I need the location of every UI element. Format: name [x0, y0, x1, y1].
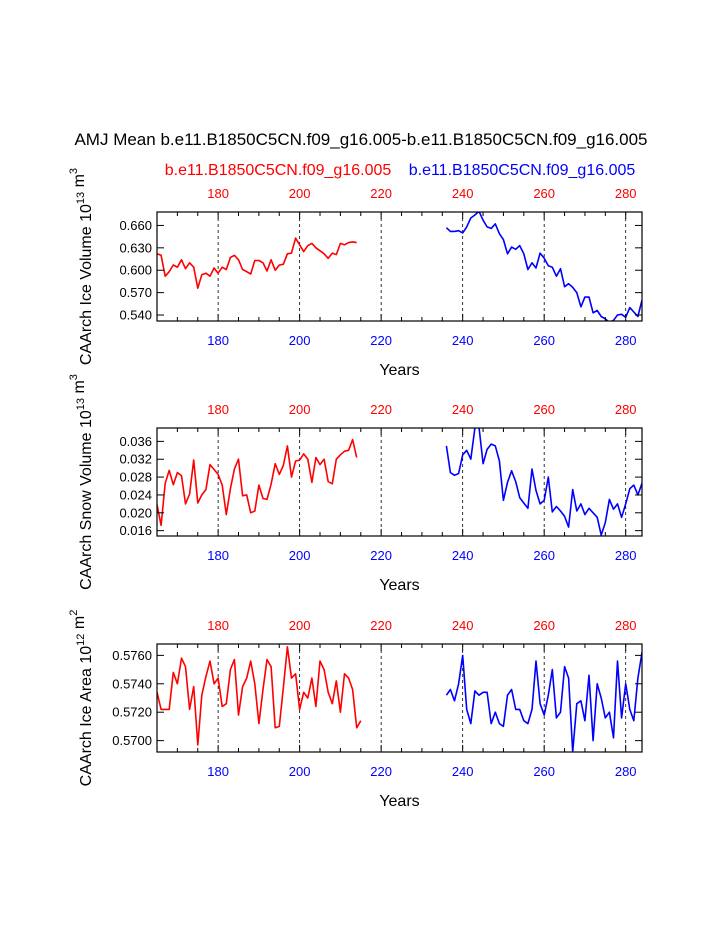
bottom-tick-label: 260	[533, 333, 555, 348]
bottom-tick-label: 200	[289, 548, 311, 563]
series-2-line	[445, 651, 642, 752]
bottom-tick-label: 220	[370, 548, 392, 563]
top-tick-label: 180	[207, 186, 229, 201]
top-tick-label: 280	[615, 618, 637, 633]
y-tick-label: 0.020	[119, 505, 152, 520]
top-tick-label: 240	[452, 618, 474, 633]
bottom-tick-label: 280	[615, 764, 637, 779]
y-tick-label: 0.5740	[112, 676, 152, 691]
plot-frame	[156, 427, 643, 537]
bottom-tick-label: 240	[452, 548, 474, 563]
top-tick-label: 200	[289, 186, 311, 201]
y-tick-label: 0.024	[119, 487, 152, 502]
top-tick-label: 260	[533, 186, 555, 201]
bottom-tick-label: 240	[452, 764, 474, 779]
bottom-tick-label: 260	[533, 548, 555, 563]
plot-frame	[156, 211, 643, 322]
y-tick-label: 0.630	[119, 240, 152, 255]
y-axis-label: CAArch Snow Volume 1013 m3	[68, 374, 95, 590]
top-tick-label: 220	[370, 402, 392, 417]
series-2-line	[445, 212, 642, 321]
panel-2: 180 200 220 240 260 280 180 200 220 240 260 280 0.01…	[68, 374, 643, 594]
plot-frame	[156, 643, 643, 753]
top-tick-label: 240	[452, 186, 474, 201]
top-tick-label: 200	[289, 402, 311, 417]
y-tick-label: 0.540	[119, 308, 152, 323]
bottom-tick-label: 220	[370, 333, 392, 348]
y-axis-label: CAArch Ice Volume 1013 m3	[68, 168, 95, 365]
top-tick-label: 280	[615, 186, 637, 201]
top-tick-label: 180	[207, 618, 229, 633]
series-1-line	[157, 237, 357, 290]
y-axis-label: CAArch Ice Area 1012 m2	[68, 610, 95, 787]
top-tick-label: 260	[533, 618, 555, 633]
x-axis-label: Years	[379, 362, 419, 379]
bottom-tick-label: 200	[289, 333, 311, 348]
top-tick-label: 240	[452, 402, 474, 417]
x-axis-label: Years	[379, 793, 419, 810]
y-tick-label: 0.5700	[112, 733, 152, 748]
y-tick-label: 0.016	[119, 523, 152, 538]
bottom-tick-label: 260	[533, 764, 555, 779]
top-tick-label: 280	[615, 402, 637, 417]
y-tick-label: 0.660	[119, 218, 152, 233]
top-tick-label: 220	[370, 618, 392, 633]
panel-3: 180 200 220 240 260 280 180 200 220 240 260 280 0.57…	[68, 610, 643, 810]
y-tick-label: 0.036	[119, 434, 152, 449]
top-tick-label: 220	[370, 186, 392, 201]
bottom-tick-label: 200	[289, 764, 311, 779]
bottom-tick-label: 240	[452, 333, 474, 348]
bottom-tick-label: 220	[370, 764, 392, 779]
legend-right-label: b.e11.B1850C5CN.f09_g16.005	[409, 162, 636, 179]
bottom-tick-label: 280	[615, 333, 637, 348]
series-1-line	[157, 645, 362, 746]
x-axis-label: Years	[379, 577, 419, 594]
y-tick-label: 0.5760	[112, 648, 152, 663]
figure-title: AMJ Mean b.e11.B1850C5CN.f09_g16.005-b.e…	[74, 130, 647, 149]
bottom-tick-label: 280	[615, 548, 637, 563]
y-tick-label: 0.5720	[112, 705, 152, 720]
y-tick-label: 0.570	[119, 285, 152, 300]
bottom-tick-label: 180	[207, 548, 229, 563]
y-tick-label: 0.032	[119, 452, 152, 467]
bottom-tick-label: 180	[207, 333, 229, 348]
series-2-line	[445, 428, 642, 536]
bottom-tick-label: 180	[207, 764, 229, 779]
panel-1: 180 200 220 240 260 280 180 200 220 240 260 280 0.54…	[68, 168, 643, 379]
y-tick-label: 0.028	[119, 470, 152, 485]
top-tick-label: 260	[533, 402, 555, 417]
y-tick-label: 0.600	[119, 263, 152, 278]
legend-left-label: b.e11.B1850C5CN.f09_g16.005	[165, 162, 392, 179]
series-1-line	[157, 438, 358, 527]
top-tick-label: 180	[207, 402, 229, 417]
top-tick-label: 200	[289, 618, 311, 633]
